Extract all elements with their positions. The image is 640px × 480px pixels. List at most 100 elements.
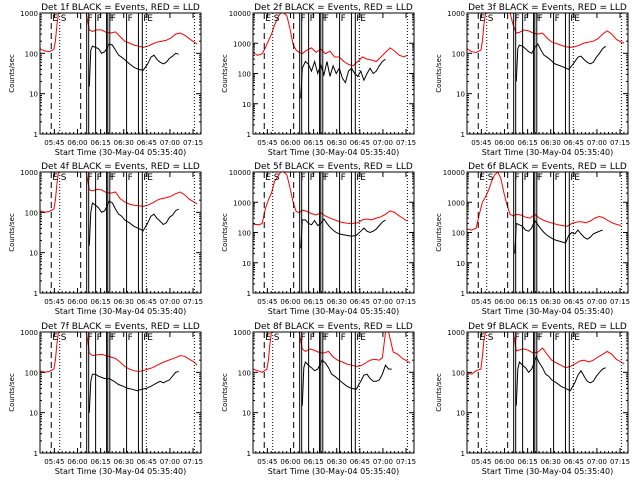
event-marker-label: F [524, 333, 529, 343]
event-marker-label: F [88, 14, 93, 24]
y-tick-label: 10000 [229, 169, 251, 177]
series-line-lld-red [467, 332, 625, 375]
event-marker-label: F [524, 173, 529, 183]
y-tick-label: 1000 [233, 40, 251, 48]
chart-panel-2: Det 2f BLACK = Events, RED = LLDESFFFFFF… [221, 3, 416, 157]
event-marker-label: S [274, 173, 280, 183]
series-line-events-black [88, 200, 179, 246]
x-tick-label: 06:00 [67, 298, 87, 306]
series-line-events-black [515, 43, 607, 82]
y-tick-label: 10 [242, 260, 251, 268]
x-tick-label: 06:15 [91, 139, 111, 147]
chart-title: Det 5f BLACK = Events, RED = LLD [254, 162, 413, 172]
y-tick-label: 10000 [229, 10, 251, 18]
event-marker-label: F [322, 333, 327, 343]
x-tick-label: 06:15 [91, 298, 111, 306]
y-tick-label: 100 [25, 369, 38, 377]
chart-title: Det 1f BLACK = Events, RED = LLD [41, 3, 200, 13]
x-tick-label: 07:00 [587, 139, 607, 147]
event-marker-label: F [128, 14, 133, 24]
event-marker-label: F [111, 333, 116, 343]
chart-panel-9: Det 9f BLACK = Events, RED = LLDESFFFFFF… [435, 322, 630, 476]
y-axis-label: Counts/sec [221, 54, 229, 93]
event-marker-label: S [274, 333, 280, 343]
plot-frame [466, 171, 629, 294]
x-tick-label: 07:15 [610, 458, 630, 466]
x-tick-label: 06:15 [304, 139, 324, 147]
event-marker-label: E [574, 14, 580, 24]
event-marker-label: F [538, 173, 543, 183]
event-marker-label: F [97, 14, 102, 24]
event-marker-label: F [310, 173, 315, 183]
y-tick-label: 1 [461, 450, 465, 458]
series-line-events-black [88, 371, 179, 413]
x-tick-label: 07:15 [396, 139, 416, 147]
x-tick-label: 06:15 [518, 139, 538, 147]
event-marker-label: F [109, 333, 114, 343]
event-marker-label: F [111, 173, 116, 183]
chart-panel-5: Det 5f BLACK = Events, RED = LLDESFFFFFF… [221, 162, 416, 316]
chart-panel-4: Det 4f BLACK = Events, RED = LLDESFFFFFF… [8, 162, 203, 316]
event-marker-label: F [109, 173, 114, 183]
event-marker-label: F [555, 14, 560, 24]
event-marker-label: E [574, 333, 580, 343]
event-marker-label: F [536, 173, 541, 183]
x-tick-label: 06:45 [137, 298, 157, 306]
y-tick-label: 10 [456, 260, 465, 268]
x-tick-label: 06:45 [350, 458, 370, 466]
event-marker-label: F [538, 333, 543, 343]
x-tick-label: 07:15 [396, 458, 416, 466]
x-tick-label: 06:45 [350, 139, 370, 147]
event-marker-label: F [301, 173, 306, 183]
event-marker-label: F [322, 173, 327, 183]
event-marker-label: F [555, 333, 560, 343]
y-tick-label: 100 [25, 209, 38, 217]
y-tick-label: 1 [34, 450, 38, 458]
event-marker-label: F [515, 173, 520, 183]
y-tick-label: 1000 [447, 199, 465, 207]
y-tick-label: 1 [247, 450, 251, 458]
event-marker-label: E [147, 333, 153, 343]
y-tick-label: 1 [461, 290, 465, 298]
event-marker-label: E [265, 333, 271, 343]
x-tick-label: 06:00 [494, 139, 514, 147]
x-tick-label: 05:45 [471, 139, 491, 147]
x-axis-label: Start Time (30-May-04 05:35:40) [482, 148, 613, 157]
x-axis-label: Start Time (30-May-04 05:35:40) [55, 148, 186, 157]
y-tick-label: 100 [238, 230, 251, 238]
plot-frame [39, 331, 202, 454]
x-tick-label: 07:15 [183, 298, 203, 306]
chart-title: Det 8f BLACK = Events, RED = LLD [254, 322, 413, 332]
x-tick-label: 06:15 [304, 298, 324, 306]
series-line-events-black [515, 355, 606, 406]
series-line-events-black [88, 43, 179, 87]
chart-title: Det 9f BLACK = Events, RED = LLD [468, 322, 627, 332]
event-marker-label: E [479, 14, 485, 24]
x-tick-label: 05:45 [44, 139, 64, 147]
y-tick-label: 100 [238, 369, 251, 377]
event-marker-label: E [265, 14, 271, 24]
event-marker-label: E [147, 173, 153, 183]
x-axis-label: Start Time (30-May-04 05:35:40) [482, 307, 613, 316]
plot-frame [39, 12, 202, 135]
y-tick-label: 10 [242, 410, 251, 418]
y-axis-label: Counts/sec [435, 54, 443, 93]
event-marker-label: F [322, 14, 327, 24]
x-tick-label: 06:45 [564, 458, 584, 466]
y-tick-label: 100 [452, 50, 465, 58]
y-tick-label: 100 [238, 71, 251, 79]
x-tick-label: 06:00 [280, 458, 300, 466]
y-axis-label: Counts/sec [221, 213, 229, 252]
y-tick-label: 1 [34, 290, 38, 298]
y-tick-label: 1000 [20, 329, 38, 337]
chart-title: Det 7f BLACK = Events, RED = LLD [41, 322, 200, 332]
x-tick-label: 06:00 [494, 298, 514, 306]
x-tick-label: 06:30 [327, 458, 347, 466]
y-axis-label: Counts/sec [8, 54, 16, 93]
x-axis-label: Start Time (30-May-04 05:35:40) [482, 467, 613, 476]
x-tick-label: 07:15 [396, 298, 416, 306]
event-marker-label: S [274, 14, 280, 24]
y-tick-label: 10 [29, 410, 38, 418]
x-axis-label: Start Time (30-May-04 05:35:40) [268, 467, 399, 476]
series-line-events-black [301, 359, 392, 406]
